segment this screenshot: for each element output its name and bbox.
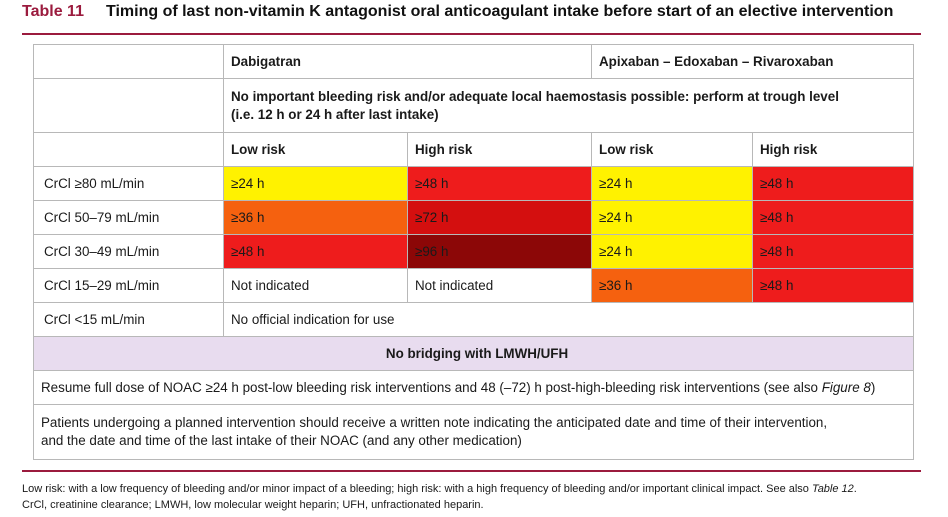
table-row: CrCl 50–79 mL/min ≥36 h ≥72 h ≥24 h ≥48 … bbox=[33, 200, 915, 235]
timing-cell: ≥24 h bbox=[223, 166, 408, 201]
timing-cell: ≥48 h bbox=[752, 268, 915, 303]
risk-header: High risk bbox=[406, 132, 593, 167]
timing-cell: ≥48 h bbox=[223, 234, 408, 269]
timing-cell: ≥24 h bbox=[591, 166, 754, 201]
header-xa-inhibitors: Apixaban – Edoxaban – Rivaroxaban bbox=[591, 44, 915, 79]
timing-cell: ≥48 h bbox=[406, 166, 593, 201]
footnote-text: Low risk: with a low frequency of bleedi… bbox=[22, 483, 812, 495]
timing-cell: ≥72 h bbox=[406, 200, 593, 235]
patients-row: Patients undergoing a planned interventi… bbox=[32, 404, 915, 460]
blank-cell bbox=[33, 132, 224, 167]
table-caption: Timing of last non-vitamin K antagonist … bbox=[105, 3, 894, 20]
table-row: CrCl 15–29 mL/min Not indicated Not indi… bbox=[33, 268, 915, 303]
resume-text: Resume full dose of NOAC ≥24 h post-low … bbox=[41, 379, 822, 395]
patients-note: Patients undergoing a planned interventi… bbox=[32, 404, 915, 460]
table-ref: Table 12 bbox=[811, 483, 854, 495]
timing-cell: ≥48 h bbox=[752, 234, 915, 269]
trough-note-line2: (i.e. 12 h or 24 h after last intake) bbox=[231, 106, 439, 122]
table-footnote: Low risk: with a low frequency of bleedi… bbox=[22, 481, 932, 513]
footer-rule bbox=[22, 470, 921, 472]
blank-cell bbox=[33, 78, 224, 133]
timing-cell: ≥48 h bbox=[752, 200, 915, 235]
trough-note-row: No important bleeding risk and/or adequa… bbox=[33, 78, 915, 133]
resume-end: ) bbox=[870, 379, 876, 395]
figure-ref: Figure 8 bbox=[821, 379, 871, 395]
crcl-label: CrCl <15 mL/min bbox=[33, 302, 224, 337]
timing-cell: ≥48 h bbox=[752, 166, 915, 201]
risk-header-row: Low risk High risk Low risk High risk bbox=[33, 132, 915, 167]
patients-line1: Patients undergoing a planned interventi… bbox=[41, 415, 828, 430]
table-row: CrCl <15 mL/min No official indication f… bbox=[33, 302, 915, 337]
patients-line2: and the date and time of the last intake… bbox=[41, 433, 522, 448]
crcl-label: CrCl ≥80 mL/min bbox=[33, 166, 224, 201]
risk-header: High risk bbox=[752, 132, 915, 167]
no-indication-cell: No official indication for use bbox=[222, 302, 915, 337]
risk-header: Low risk bbox=[223, 132, 408, 167]
bridging-row: No bridging with LMWH/UFH bbox=[32, 336, 915, 371]
resume-row: Resume full dose of NOAC ≥24 h post-low … bbox=[32, 370, 915, 405]
noac-timing-table: Dabigatran Apixaban – Edoxaban – Rivarox… bbox=[32, 44, 915, 460]
trough-note-line1: No important bleeding risk and/or adequa… bbox=[231, 88, 839, 104]
footnote-line1: Low risk: with a low frequency of bleedi… bbox=[22, 481, 932, 497]
corner-cell bbox=[33, 44, 224, 79]
not-indicated-cell: Not indicated bbox=[223, 268, 408, 303]
timing-cell: ≥36 h bbox=[223, 200, 408, 235]
timing-cell: ≥24 h bbox=[591, 200, 754, 235]
table-number: Table 11 bbox=[22, 3, 84, 20]
crcl-label: CrCl 50–79 mL/min bbox=[33, 200, 224, 235]
table-title: Table 11 Timing of last non-vitamin K ant… bbox=[22, 3, 922, 25]
timing-cell: ≥36 h bbox=[591, 268, 754, 303]
resume-note: Resume full dose of NOAC ≥24 h post-low … bbox=[32, 370, 915, 405]
timing-cell: ≥96 h bbox=[406, 234, 593, 269]
crcl-label: CrCl 15–29 mL/min bbox=[33, 268, 224, 303]
table-row: CrCl ≥80 mL/min ≥24 h ≥48 h ≥24 h ≥48 h bbox=[33, 166, 915, 201]
footnote-end: . bbox=[853, 483, 857, 495]
crcl-label: CrCl 30–49 mL/min bbox=[33, 234, 224, 269]
risk-header: Low risk bbox=[591, 132, 754, 167]
header-dabigatran: Dabigatran bbox=[222, 44, 593, 79]
drug-header-row: Dabigatran Apixaban – Edoxaban – Rivarox… bbox=[33, 44, 915, 79]
table-row: CrCl 30–49 mL/min ≥48 h ≥96 h ≥24 h ≥48 … bbox=[33, 234, 915, 269]
trough-note: No important bleeding risk and/or adequa… bbox=[222, 78, 915, 133]
not-indicated-cell: Not indicated bbox=[406, 268, 593, 303]
footnote-line2: CrCl, creatinine clearance; LMWH, low mo… bbox=[22, 499, 484, 511]
title-rule bbox=[22, 33, 921, 35]
bridging-note: No bridging with LMWH/UFH bbox=[32, 336, 915, 371]
timing-cell: ≥24 h bbox=[591, 234, 754, 269]
